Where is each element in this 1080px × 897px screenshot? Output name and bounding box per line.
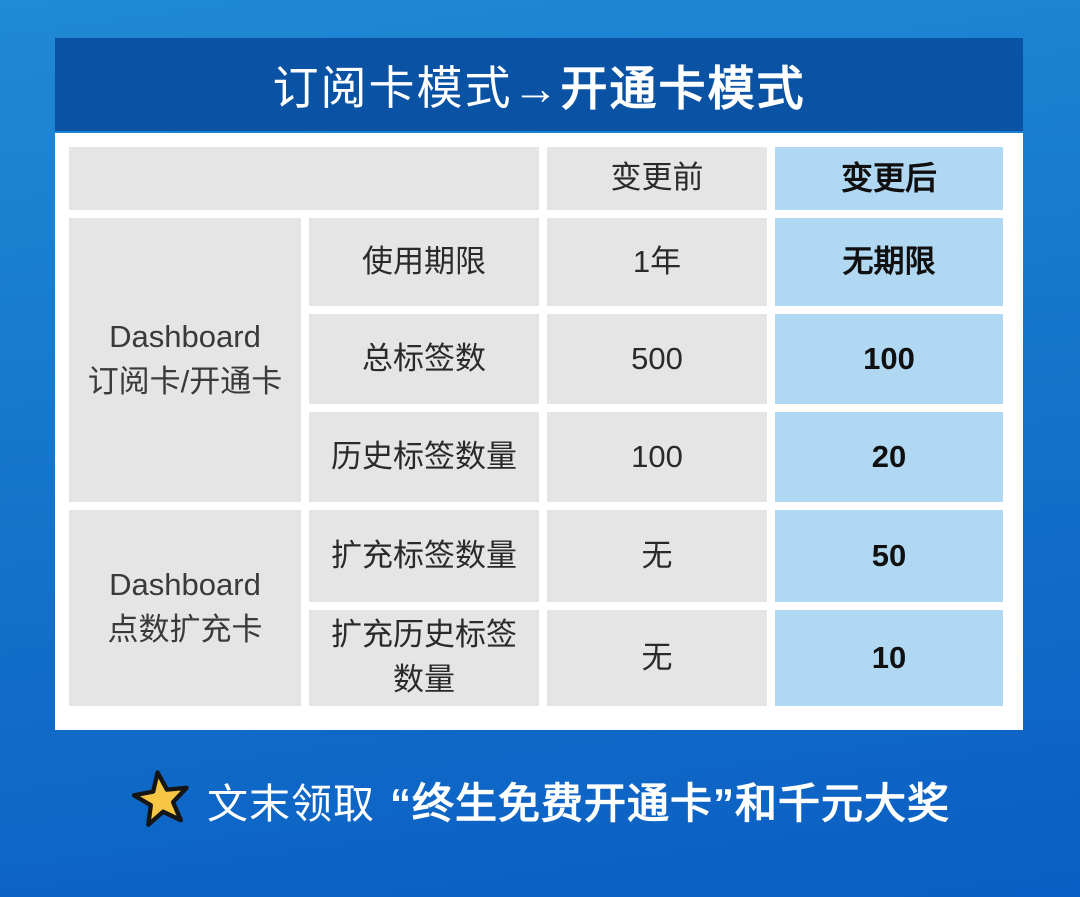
comparison-table-panel: 变更前 变更后 Dashboard 订阅卡/开通卡 使用期限 1年 无期限 总标… xyxy=(55,133,1023,730)
item-cell-expansion-tags: 扩充标签数量 xyxy=(309,510,539,602)
after-value-cell-usage-period: 无期限 xyxy=(775,218,1003,306)
category-label-line2: 点数扩充卡 xyxy=(107,612,263,647)
before-value-cell-total-tags: 500 xyxy=(547,314,767,404)
title-text-regular: 订阅卡模式→ xyxy=(272,61,561,114)
comparison-table: 变更前 变更后 Dashboard 订阅卡/开通卡 使用期限 1年 无期限 总标… xyxy=(69,147,1003,706)
item-cell-usage-period: 使用期限 xyxy=(309,218,539,306)
after-value-cell-total-tags: 100 xyxy=(775,314,1003,404)
before-value-cell-history-tags: 100 xyxy=(547,412,767,502)
category-label-line1: Dashboard xyxy=(109,319,261,355)
category-cell-point-expansion-card: Dashboard 点数扩充卡 xyxy=(69,510,301,706)
before-value-cell-expansion-history-tags: 无 xyxy=(547,610,767,706)
item-cell-history-tags: 历史标签数量 xyxy=(309,412,539,502)
after-value-cell-history-tags: 20 xyxy=(775,412,1003,502)
header-after-cell: 变更后 xyxy=(775,147,1003,210)
before-value-cell-usage-period: 1年 xyxy=(547,218,767,306)
category-label-line2: 订阅卡/开通卡 xyxy=(87,364,283,399)
category-cell-subscription-card: Dashboard 订阅卡/开通卡 xyxy=(69,218,301,502)
category-label-line1: Dashboard xyxy=(109,567,261,603)
item-cell-expansion-history-tags: 扩充历史标签数量 xyxy=(309,610,539,706)
after-value-cell-expansion-history-tags: 10 xyxy=(775,610,1003,706)
title-text-bold: 开通卡模式 xyxy=(560,62,806,115)
header-spacer-cell xyxy=(69,147,539,210)
promo-text-bold: “终生免费开通卡”和千元大奖 xyxy=(389,779,950,827)
promo-text-regular: 文末领取 xyxy=(206,781,375,827)
title-bar: 订阅卡模式→ 开通卡模式 xyxy=(55,38,1023,131)
before-value-cell-expansion-tags: 无 xyxy=(547,510,767,602)
star-icon xyxy=(131,770,189,827)
item-cell-total-tags: 总标签数 xyxy=(309,314,539,404)
promo-banner: 文末领取 “终生免费开通卡”和千元大奖 xyxy=(0,750,1080,850)
after-value-cell-expansion-tags: 50 xyxy=(775,510,1003,602)
header-before-cell: 变更前 xyxy=(547,147,767,210)
